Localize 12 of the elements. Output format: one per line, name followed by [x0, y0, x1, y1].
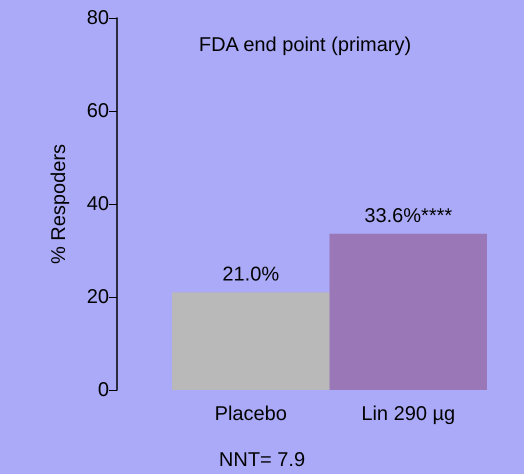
data-label: 33.6%**** [364, 204, 452, 227]
y-tick-label: 80 [86, 7, 109, 29]
x-tick-label: Lin 290 µg [361, 403, 456, 425]
y-axis-title: % Respoders [48, 144, 70, 264]
y-tick-label: 60 [86, 100, 109, 122]
text: NNT= 7.9 [218, 449, 306, 471]
text: FDA end point (primary) [198, 34, 412, 56]
y-tick-label: 20 [86, 286, 109, 308]
x-tick-label: Placebo [214, 403, 287, 425]
y-tick-label: 0 [98, 379, 109, 401]
data-label: 21.0% [222, 263, 280, 286]
y-tick-label: 40 [86, 193, 109, 215]
